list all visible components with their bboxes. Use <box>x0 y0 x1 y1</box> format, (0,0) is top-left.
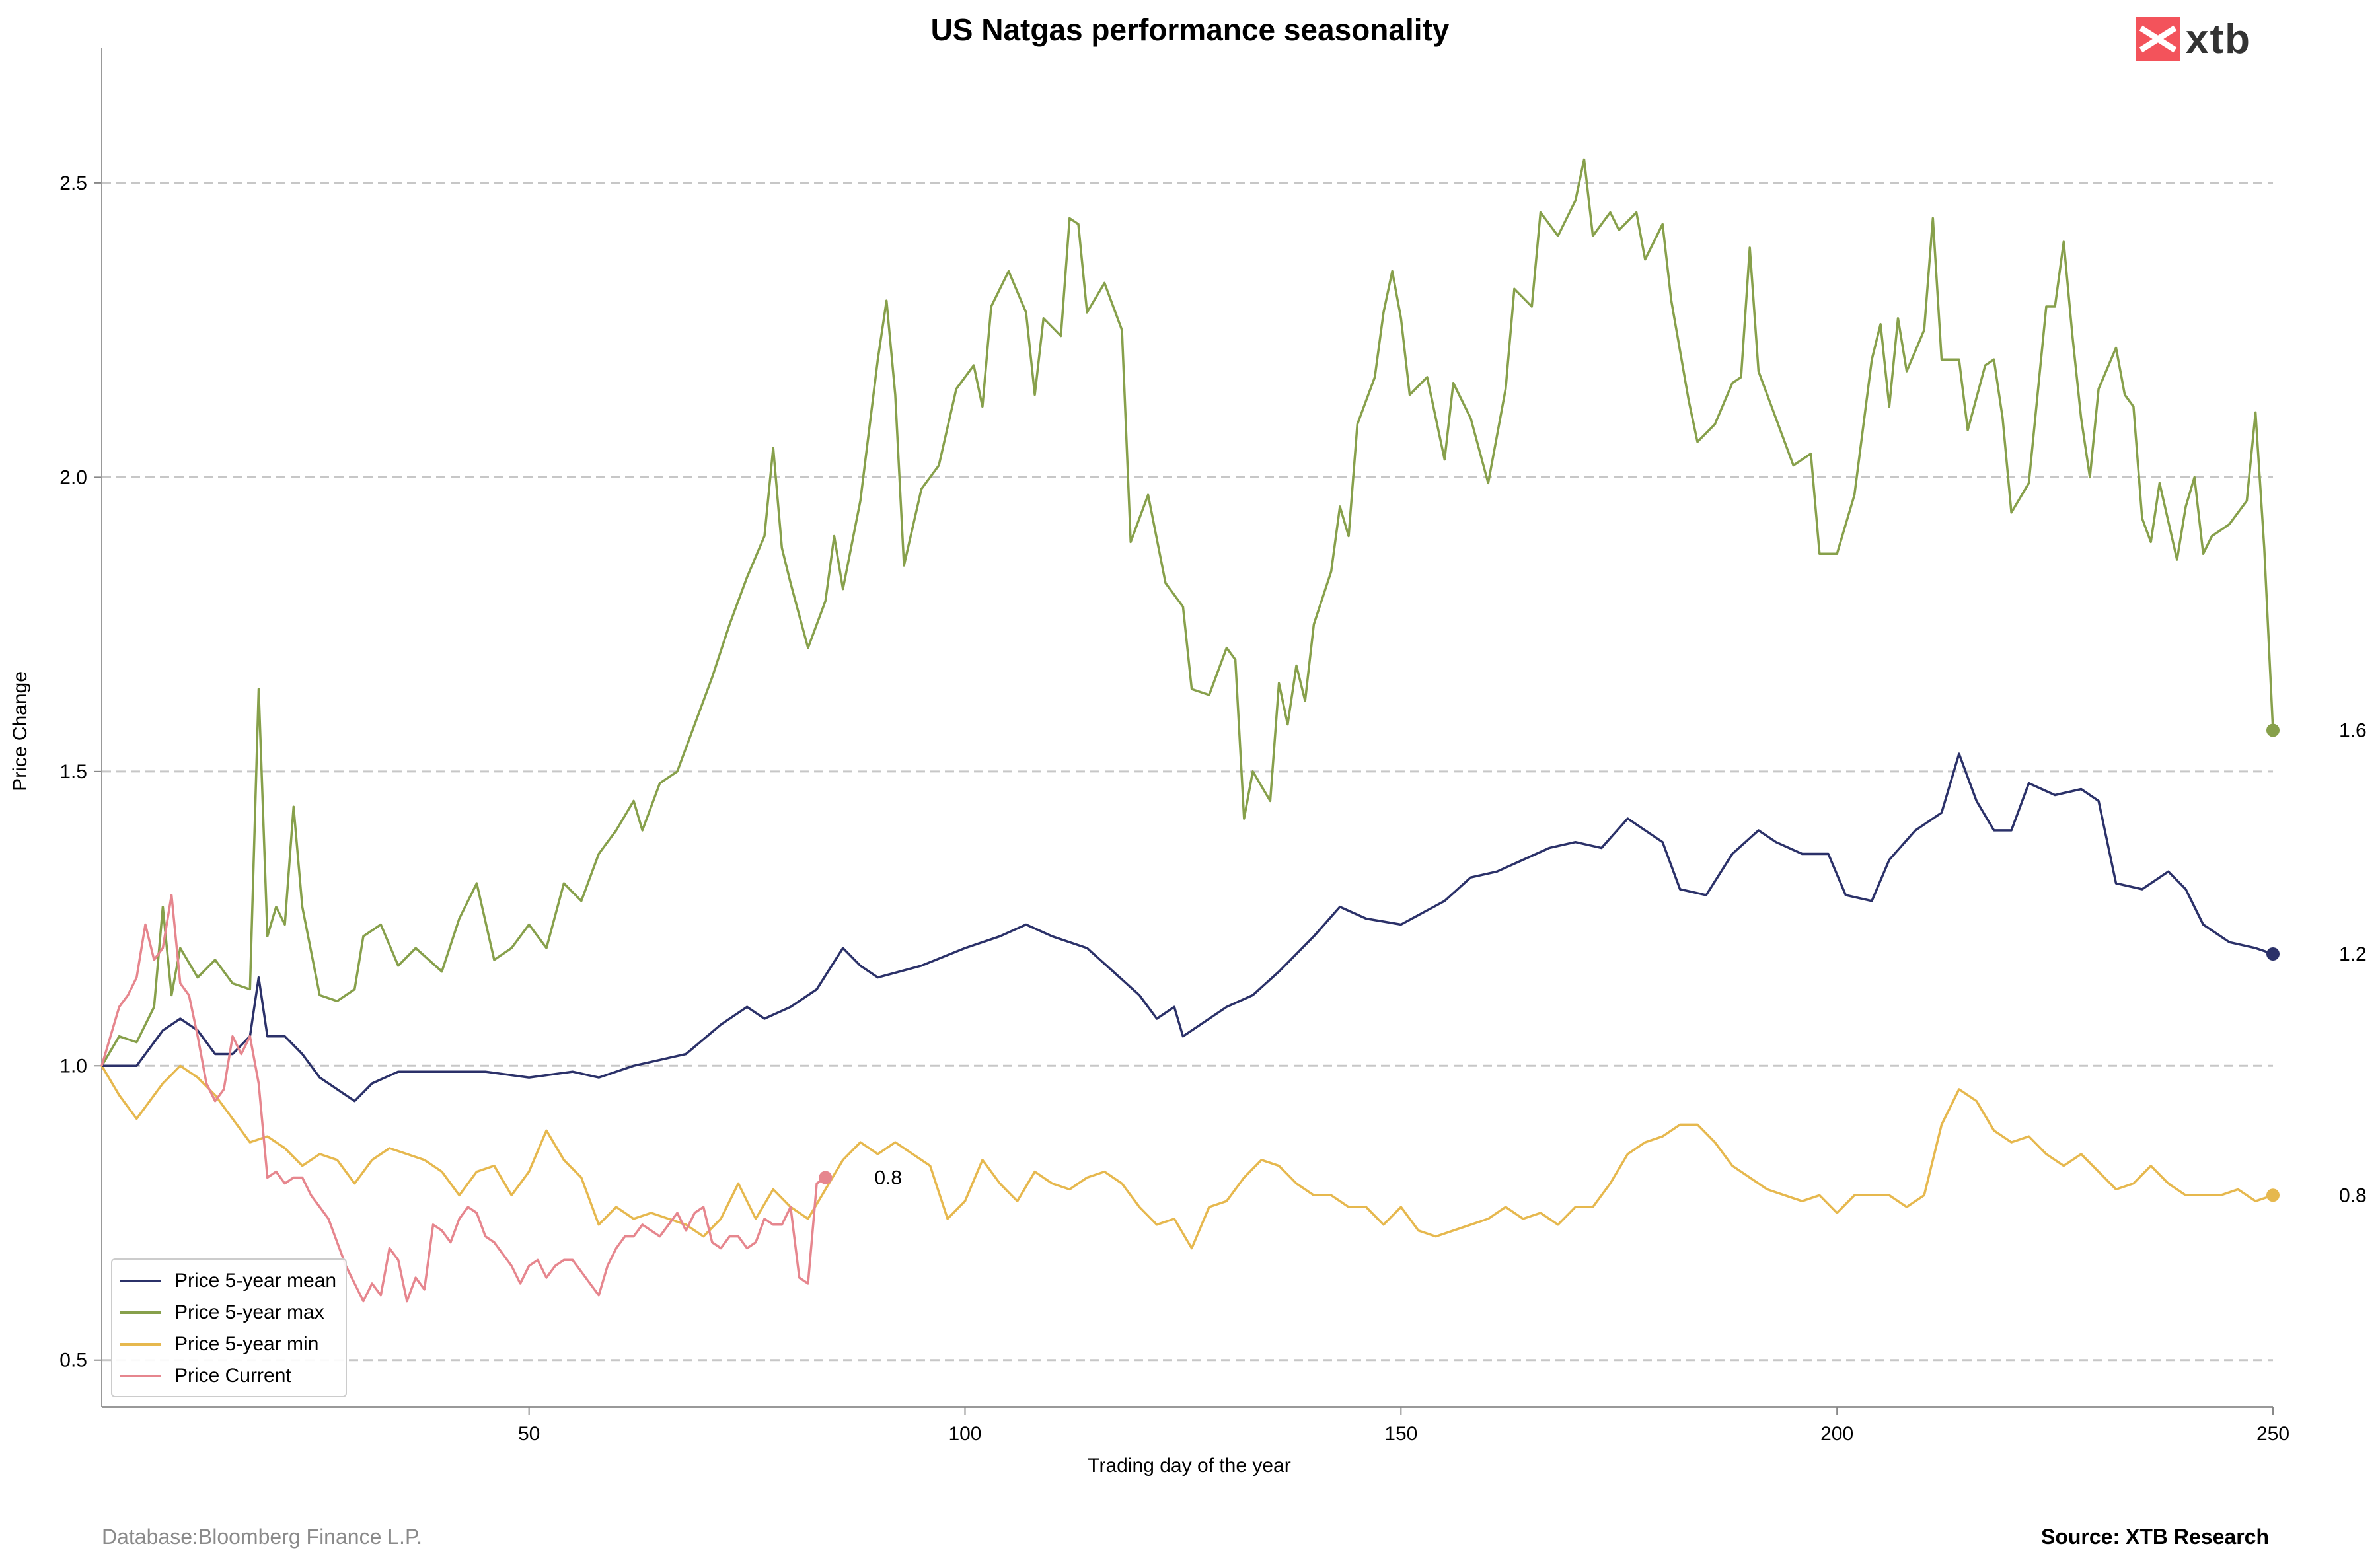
y-tick-label: 0.5 <box>59 1350 87 1371</box>
end-labels: 1.6 1.2 0.8 0.8 <box>874 719 2366 1206</box>
legend-label: Price 5-year max <box>174 1301 324 1323</box>
legend-label: Price 5-year min <box>174 1333 319 1355</box>
series-line-current <box>100 894 827 1303</box>
xtb-logo-text: xtb <box>2186 16 2251 62</box>
x-axis-label: Trading day of the year <box>1088 1455 1290 1476</box>
database-note: Database:Bloomberg Finance L.P. <box>102 1525 423 1549</box>
end-label-min: 0.8 <box>2339 1184 2367 1206</box>
gridlines <box>102 182 2273 1362</box>
legend-label: Price Current <box>174 1365 291 1387</box>
legend-item-current: Price Current <box>120 1360 336 1392</box>
y-axis-label: Price Change <box>9 671 31 791</box>
chart-title: US Natgas performance seasonality <box>930 13 1450 47</box>
y-tick-label: 2.5 <box>59 172 87 194</box>
series-endpoint-current <box>819 1171 833 1184</box>
x-tick-label: 150 <box>1384 1423 1417 1445</box>
y-tick-label: 2.0 <box>59 466 87 488</box>
legend-item-mean: Price 5-year mean <box>120 1265 336 1297</box>
end-label-mean: 1.2 <box>2339 943 2367 965</box>
legend-swatch <box>120 1375 161 1377</box>
x-tick-label: 200 <box>1820 1423 1853 1445</box>
legend-label: Price 5-year mean <box>174 1270 337 1292</box>
end-label-max: 1.6 <box>2339 719 2367 741</box>
legend-swatch <box>120 1343 161 1346</box>
x-tick-label: 100 <box>948 1423 981 1445</box>
source-note: Source: XTB Research <box>2040 1525 2269 1549</box>
legend: Price 5-year mean Price 5-year max Price 5… <box>111 1258 348 1397</box>
x-tick-label: 250 <box>2256 1423 2289 1445</box>
y-tick-label: 1.0 <box>59 1055 87 1077</box>
series-line-min <box>100 1064 2274 1250</box>
series-endpoint-min <box>2266 1188 2280 1202</box>
xtb-logo-icon <box>2136 17 2180 61</box>
series-line-mean <box>102 752 2274 1103</box>
legend-swatch <box>120 1311 161 1314</box>
x-tick-label: 50 <box>518 1423 540 1445</box>
xtb-logo: xtb <box>2136 15 2251 63</box>
series-line-max <box>100 158 2274 1067</box>
series-endpoint-mean <box>2266 947 2280 961</box>
axes: 0.5 1.0 1.5 2.0 2.5 50 100 150 200 250 <box>59 48 2289 1445</box>
legend-item-min: Price 5-year min <box>120 1329 336 1360</box>
series-lines <box>100 158 2280 1303</box>
end-label-current: 0.8 <box>874 1167 902 1189</box>
series-endpoint-max <box>2266 723 2280 737</box>
y-tick-label: 1.5 <box>59 761 87 783</box>
legend-swatch <box>120 1280 161 1282</box>
legend-item-max: Price 5-year max <box>120 1297 336 1329</box>
